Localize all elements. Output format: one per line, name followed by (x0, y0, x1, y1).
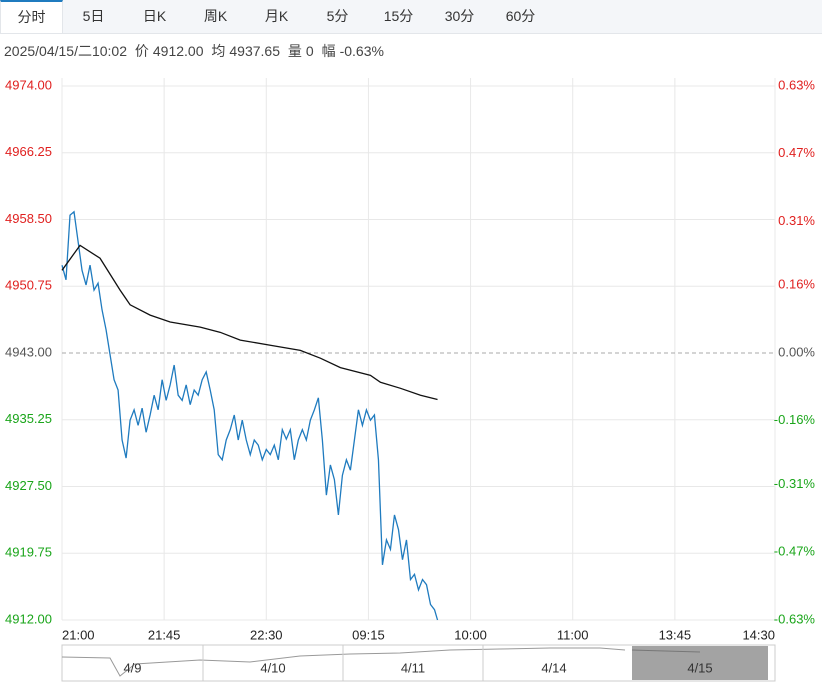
label: 量 (287, 43, 302, 59)
y-tick-label: 4943.00 (5, 344, 52, 359)
y-tick-label: 4966.25 (5, 144, 52, 159)
tab-bar: 分时 5日 日K 周K 月K 5分 15分 30分 60分 (0, 0, 822, 34)
x-tick-label: 14:30 (742, 627, 775, 642)
navigator-label: 4/11 (401, 660, 425, 675)
value: 4937.65 (229, 43, 280, 59)
tab[interactable]: 60分 (505, 8, 536, 24)
price-line (61, 244, 438, 401)
tab[interactable]: 15分 (383, 8, 414, 24)
y2-tick-label: -0.47% (774, 544, 816, 559)
value: 4912.00 (152, 43, 204, 59)
x-tick-label: 22:30 (250, 627, 283, 642)
y2-tick-label: 0.47% (778, 145, 815, 160)
y2-tick-label: 0.16% (778, 277, 815, 292)
tab[interactable]: 分时 (0, 0, 63, 33)
y-tick-label: 4927.50 (5, 478, 52, 493)
label: 价 (134, 43, 149, 59)
x-tick-label: 21:00 (62, 627, 95, 642)
tab[interactable]: 30分 (444, 8, 475, 24)
y2-tick-label: -0.31% (774, 476, 816, 491)
y-tick-label: 4935.25 (5, 411, 52, 426)
navigator-sparkline (61, 647, 626, 677)
navigator-sparkline (631, 649, 701, 653)
x-tick-label: 13:45 (659, 627, 692, 642)
datetime: 2025/04/15/二10:02 (4, 43, 127, 59)
y2-tick-label: -0.63% (774, 611, 816, 626)
y-tick-label: 4912.00 (5, 611, 52, 626)
y2-tick-label: -0.16% (774, 412, 816, 427)
tab[interactable]: 5分 (326, 8, 349, 24)
tab[interactable]: 5日 (82, 8, 105, 24)
y2-tick-label: 0.63% (778, 77, 815, 92)
tab[interactable]: 日K (142, 8, 167, 24)
navigator-label: 4/14 (541, 660, 566, 675)
x-tick-label: 10:00 (454, 627, 487, 642)
x-tick-label: 09:15 (352, 627, 385, 642)
value: -0.63% (339, 43, 384, 59)
navigator-label: 4/10 (260, 660, 285, 675)
value: 0 (305, 43, 314, 59)
label: 均 (211, 43, 226, 59)
tab[interactable]: 周K (203, 8, 228, 24)
y2-tick-label: 0.31% (778, 213, 815, 228)
x-tick-label: 11:00 (557, 627, 589, 642)
x-tick-label: 21:45 (148, 627, 181, 642)
price-line (61, 210, 439, 621)
navigator-label: 4/15 (687, 660, 712, 675)
y-tick-label: 4919.75 (5, 545, 52, 560)
tab[interactable]: 月K (264, 8, 289, 24)
y-tick-label: 4974.00 (5, 77, 52, 92)
navigator-label: 4/9 (123, 660, 141, 675)
label: 幅 (321, 43, 336, 59)
y2-tick-label: 0.00% (778, 344, 815, 359)
y-tick-label: 4950.75 (5, 278, 52, 293)
y-tick-label: 4958.50 (5, 211, 52, 226)
